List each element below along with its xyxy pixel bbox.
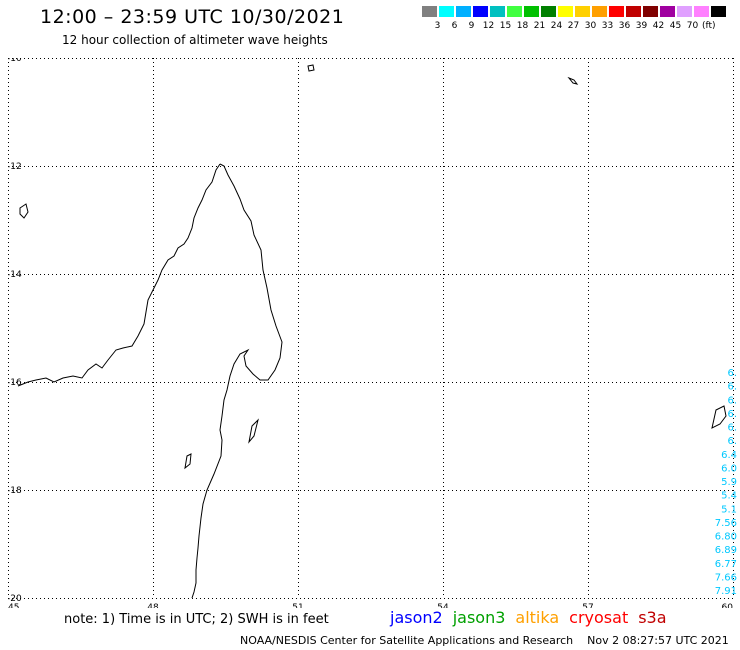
- longitude-tick-label: 45: [8, 603, 19, 608]
- legend-label: 70: [686, 21, 699, 31]
- satellite-jason2: jason2: [390, 608, 443, 627]
- legend-label: 33: [601, 21, 614, 31]
- legend-label: 18: [516, 21, 529, 31]
- legend-label: 3: [434, 21, 441, 31]
- reunion-coast-fragment: [711, 405, 727, 429]
- mayotte-island: [19, 203, 29, 219]
- legend-swatch: [710, 5, 727, 18]
- latitude-tick-label: -12: [8, 162, 22, 172]
- legend-label: 39: [635, 21, 648, 31]
- wave-height-observation: 6.: [727, 395, 737, 406]
- latitude-tick-label: -14: [8, 270, 22, 280]
- legend-label: 24: [550, 21, 563, 31]
- wave-height-observation: 6.: [727, 409, 737, 420]
- longitude-tick-label: 54: [437, 603, 449, 608]
- wave-height-observation: 7.91: [715, 586, 737, 597]
- wave-height-observation: 6.: [727, 382, 737, 393]
- longitude-tick-label: 51: [292, 603, 303, 608]
- legend-label: 21: [533, 21, 546, 31]
- legend-label: 27: [567, 21, 580, 31]
- legend-swatch: [591, 5, 608, 18]
- legend-swatch: [472, 5, 489, 18]
- legend-label: 42: [652, 21, 665, 31]
- satellite-altika: altika: [515, 608, 560, 627]
- credit-text: NOAA/NESDIS Center for Satellite Applica…: [240, 634, 574, 647]
- credit-line: NOAA/NESDIS Center for Satellite Applica…: [240, 634, 729, 647]
- altimeter-observations: 6. 6. 6. 6. 6. 6. 6.4 6.0 5.9 5.4 5.1 7.56 6.80 6.89 6…: [715, 368, 737, 597]
- legend-swatch: [438, 5, 455, 18]
- legend-swatch: [676, 5, 693, 18]
- legend-swatch: [557, 5, 574, 18]
- wave-height-observation: 7.66: [715, 572, 737, 583]
- wave-height-observation: 5.1: [721, 504, 737, 515]
- legend-label: 15: [499, 21, 512, 31]
- longitude-tick-label: 48: [147, 603, 159, 608]
- map-subtitle: 12 hour collection of altimeter wave hei…: [62, 33, 328, 47]
- glorioso-island: [307, 64, 315, 72]
- longitude-tick-label: 60: [722, 603, 734, 608]
- footer-note: note: 1) Time is in UTC; 2) SWH is in fe…: [64, 612, 329, 627]
- wave-height-observation: 6.: [727, 368, 737, 379]
- satellite-legend: jason2 jason3 altika cryosat s3a: [390, 608, 677, 627]
- legend-swatch: [523, 5, 540, 18]
- legend-unit: (ft): [702, 21, 716, 31]
- satellite-s3a: s3a: [638, 608, 667, 627]
- legend-swatch: [642, 5, 659, 18]
- legend-swatch: [659, 5, 676, 18]
- wave-height-observation: 5.9: [721, 477, 737, 488]
- longitude-tick-label: 57: [582, 603, 593, 608]
- latitude-tick-label: -18: [8, 486, 22, 496]
- wave-height-observation: 6.4: [721, 450, 737, 461]
- map-title: 12:00 – 23:59 UTC 10/30/2021: [40, 6, 345, 28]
- wave-height-observation: 5.4: [721, 491, 737, 502]
- legend-swatch: [421, 5, 438, 18]
- wave-height-observation: 6.: [727, 423, 737, 434]
- legend-label: 45: [669, 21, 682, 31]
- grid-lines: [8, 58, 734, 599]
- wave-height-observation: 6.0: [721, 463, 737, 474]
- latitude-tick-label: -10: [8, 58, 22, 64]
- legend-label: 6: [451, 21, 458, 31]
- agalega-island: [567, 76, 579, 85]
- satellite-jason3: jason3: [452, 608, 506, 627]
- tromelin-island: [184, 453, 192, 470]
- wave-height-legend: 3 6 9 12 15 18 21 24 27 30 33 36 39 42 45 70 (ft): [421, 5, 727, 31]
- legend-labels: 3 6 9 12 15 18 21 24 27 30 33 36 39 42 45 70 (ft): [421, 21, 727, 31]
- satellite-cryosat: cryosat: [569, 608, 629, 627]
- legend-swatch: [489, 5, 506, 18]
- wave-height-observation: 7.56: [715, 518, 737, 529]
- legend-swatch: [506, 5, 523, 18]
- legend-label: 36: [618, 21, 631, 31]
- wave-height-observation: 6.: [727, 436, 737, 447]
- legend-label: 30: [584, 21, 597, 31]
- legend-swatch: [540, 5, 557, 18]
- madagascar-coastline: [191, 163, 283, 599]
- legend-swatch: [693, 5, 710, 18]
- legend-label: 9: [468, 21, 475, 31]
- legend-swatch: [625, 5, 642, 18]
- legend-swatch: [574, 5, 591, 18]
- legend-label: 12: [482, 21, 495, 31]
- madagascar-northwest-coastline: [17, 163, 221, 387]
- legend-swatch: [455, 5, 472, 18]
- wave-height-observation: 6.89: [715, 545, 737, 556]
- latitude-tick-label: -16: [8, 378, 22, 388]
- legend-color-bar: [421, 5, 727, 18]
- wave-height-observation: 6.77: [715, 559, 737, 570]
- nosy-boraha-island: [248, 418, 259, 444]
- generation-timestamp: Nov 2 08:27:57 UTC 2021: [587, 634, 729, 647]
- legend-swatch: [608, 5, 625, 18]
- wave-height-observation: 6.80: [715, 532, 737, 543]
- latitude-tick-label: -20: [8, 594, 22, 604]
